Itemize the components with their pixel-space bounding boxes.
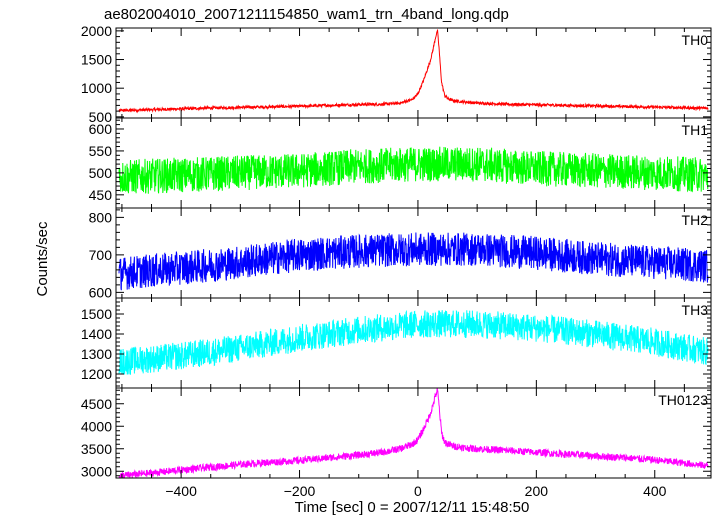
panel-label-th0123: TH0123 <box>658 392 708 408</box>
panel-th0: 500 1000 1500 2000 TH0 <box>81 23 712 125</box>
panel-frame <box>115 27 712 119</box>
x-tick-label: 400 <box>643 483 667 499</box>
panel-label-th2: TH2 <box>682 212 709 228</box>
y-tick-label: 500 <box>89 109 113 125</box>
series-line-th0123 <box>118 388 709 478</box>
series-line-th2 <box>118 232 709 291</box>
y-axis-label: Counts/sec <box>34 221 51 297</box>
y-tick-label: 4500 <box>81 396 112 412</box>
panel-frame <box>115 387 712 479</box>
x-tick-label: −400 <box>165 483 197 499</box>
panel-label-th1: TH1 <box>682 122 709 138</box>
panel-th0123: 3000 3500 4000 4500 TH0123 <box>81 387 712 479</box>
y-tick-label: 3500 <box>81 441 112 457</box>
x-tick-label: 200 <box>525 483 549 499</box>
y-tick-label: 1300 <box>81 346 112 362</box>
series-line-th1 <box>118 146 709 194</box>
x-tick-label: −200 <box>284 483 316 499</box>
panel-label-th0: TH0 <box>682 32 709 48</box>
panel-label-th3: TH3 <box>682 302 709 318</box>
y-tick-label: 500 <box>89 165 113 181</box>
x-axis-label: Time [sec] 0 = 2007/12/11 15:48:50 <box>295 499 530 516</box>
y-tick-label: 1000 <box>81 80 112 96</box>
panel-frame <box>115 297 712 389</box>
y-tick-label: 600 <box>89 284 113 300</box>
y-tick-label: 1400 <box>81 326 112 342</box>
x-tick-label: 0 <box>414 483 422 499</box>
y-tick-label: 2000 <box>81 23 112 39</box>
y-tick-label: 600 <box>89 121 113 137</box>
y-tick-label: 800 <box>89 209 113 225</box>
y-tick-label: 450 <box>89 187 113 203</box>
series-line-th3 <box>118 309 709 375</box>
panel-th3: 1200 1300 1400 1500 TH3 <box>81 297 712 389</box>
y-tick-label: 550 <box>89 143 113 159</box>
y-tick-label: 700 <box>89 247 113 263</box>
y-tick-label: 1200 <box>81 366 112 382</box>
y-tick-label: 1500 <box>81 52 112 68</box>
series-line-th0 <box>118 29 709 114</box>
panel-th2: 600 700 800 TH2 <box>89 207 712 300</box>
y-tick-label: 3000 <box>81 463 112 479</box>
panel-th1: 450 500 550 600 TH1 <box>89 117 712 209</box>
y-tick-label: 4000 <box>81 418 112 434</box>
chart-title: ae802004010_20071211154850_wam1_trn_4ban… <box>104 6 509 23</box>
y-tick-label: 1500 <box>81 306 112 322</box>
